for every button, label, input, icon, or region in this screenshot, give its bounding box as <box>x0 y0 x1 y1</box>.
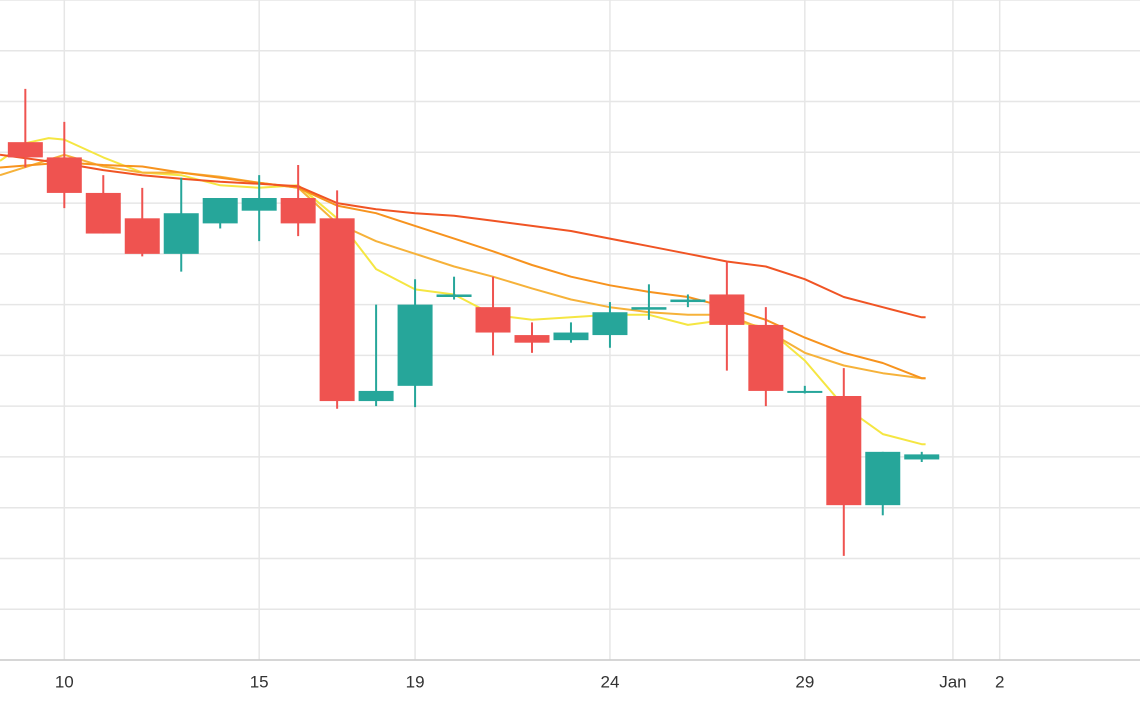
candle-body <box>475 307 511 333</box>
x-tick-label: 15 <box>250 672 269 691</box>
candle-up <box>241 175 277 242</box>
candle-body <box>7 142 43 158</box>
candle-body <box>826 396 862 506</box>
candle-body <box>163 213 199 254</box>
candle-body <box>904 454 940 460</box>
candle-up <box>631 284 667 320</box>
candle-up <box>670 294 706 308</box>
candle-up <box>202 198 238 229</box>
candle-up <box>553 322 589 343</box>
candle-body <box>85 192 121 234</box>
candle-up <box>397 279 433 408</box>
candle-body <box>748 324 784 391</box>
candle-up <box>904 451 940 462</box>
candle-down <box>85 175 121 234</box>
candle-up <box>436 276 472 300</box>
candle-body <box>397 304 433 386</box>
x-tick-label: 29 <box>795 672 814 691</box>
candle-up <box>865 451 901 516</box>
candle-down <box>124 187 160 257</box>
candle-down <box>475 276 511 356</box>
candle-body <box>202 198 238 224</box>
x-tick-label: 2 <box>995 672 1004 691</box>
x-axis-ticks: 10 15 19 24 29 Jan 2 <box>55 672 1005 691</box>
candle-up <box>592 302 628 348</box>
candle-down <box>826 368 862 556</box>
candle-body <box>124 218 160 254</box>
candle-body <box>670 299 706 303</box>
candle-down <box>7 88 43 168</box>
candle-body <box>46 157 82 193</box>
candle-body <box>709 294 745 325</box>
candle-body <box>631 307 667 310</box>
candle-body <box>358 390 394 402</box>
candle-down <box>514 322 550 353</box>
candle-body <box>865 451 901 506</box>
candle-body <box>514 335 550 343</box>
candle-body <box>787 390 823 393</box>
grid-layer <box>0 0 1140 661</box>
candle-body <box>436 294 472 297</box>
candle-body <box>319 218 355 402</box>
moving-average-line-3 <box>0 161 926 380</box>
candle-down <box>748 307 784 407</box>
candle-down <box>319 190 355 409</box>
candle-body <box>592 312 628 336</box>
candle-up <box>787 385 823 394</box>
moving-average-layer <box>0 137 926 446</box>
x-tick-label: 10 <box>55 672 74 691</box>
candle-down <box>280 165 316 237</box>
candle-down <box>46 121 82 209</box>
x-tick-label: 19 <box>406 672 425 691</box>
x-tick-label: Jan <box>939 672 966 691</box>
candle-up <box>358 304 394 407</box>
candle-layer <box>7 88 940 556</box>
candle-up <box>163 177 199 272</box>
candle-body <box>553 332 589 341</box>
candle-down <box>709 261 745 371</box>
x-tick-label: 24 <box>600 672 619 691</box>
candle-body <box>280 198 316 224</box>
candle-body <box>241 198 277 211</box>
moving-average-line-1 <box>0 137 926 446</box>
